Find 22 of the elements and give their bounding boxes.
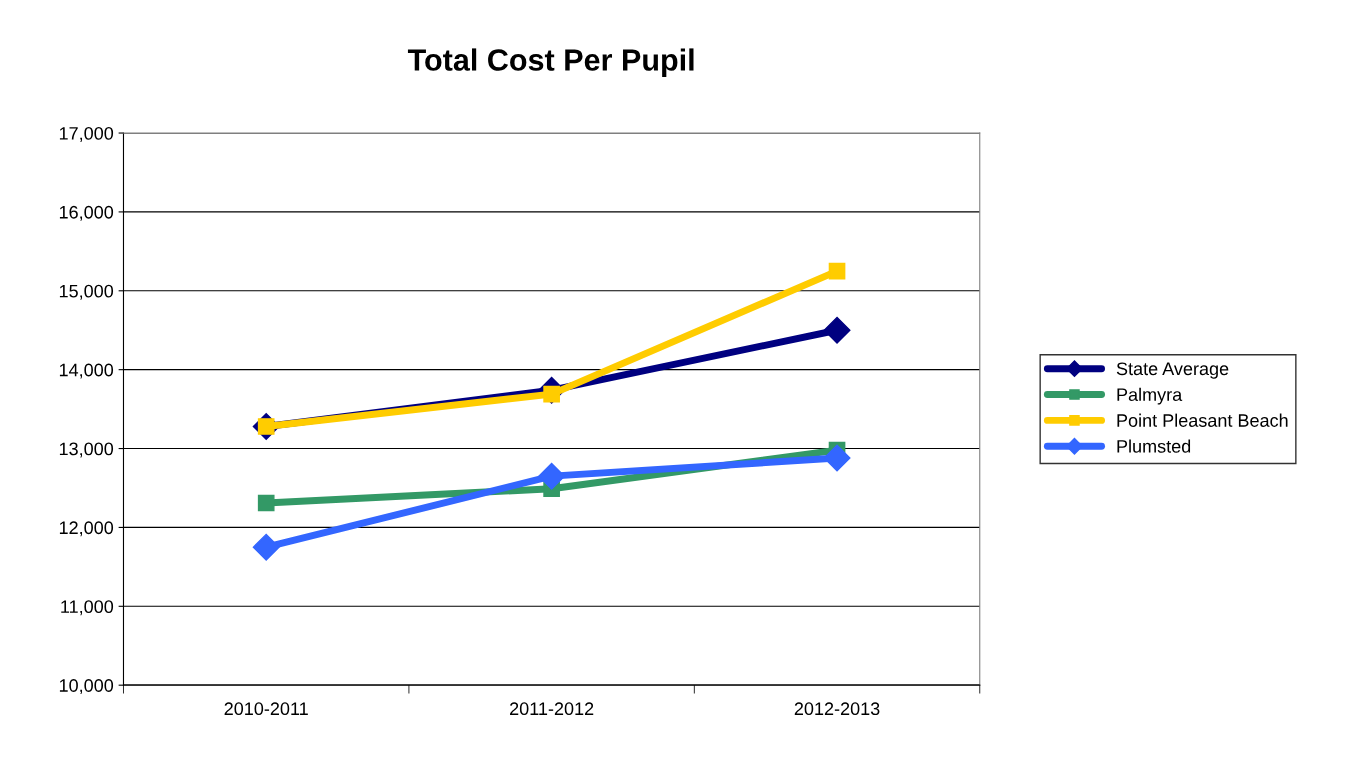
point (823, 444, 851, 472)
y-tick-label: 16,000 (59, 205, 114, 221)
y-tick-label: 15,000 (59, 284, 114, 300)
point (828, 262, 846, 280)
y-tick-label: 17,000 (59, 126, 114, 142)
chart-title: Total Cost Per Pupil (407, 48, 694, 77)
point (823, 316, 851, 344)
y-tick-label: 10,000 (59, 679, 114, 695)
legend-label: Plumsted (1117, 439, 1191, 453)
y-tick-label: 11,000 (61, 600, 114, 616)
point (257, 494, 275, 512)
y-tick-label: 12,000 (59, 521, 114, 537)
point (252, 533, 280, 561)
x-tick-label: 2012-2013 (794, 702, 880, 716)
x-tick-label: 2010-2011 (224, 702, 308, 716)
x-tick-label: 2011-2012 (510, 702, 594, 716)
y-tick-label: 14,000 (59, 363, 114, 379)
point (538, 462, 566, 490)
legend-label: State Average (1116, 362, 1229, 379)
legend-label: Point Pleasant Beach (1117, 413, 1288, 427)
y-tick-label: 13,000 (59, 442, 114, 458)
legend-label: Palmyra (1117, 387, 1183, 405)
